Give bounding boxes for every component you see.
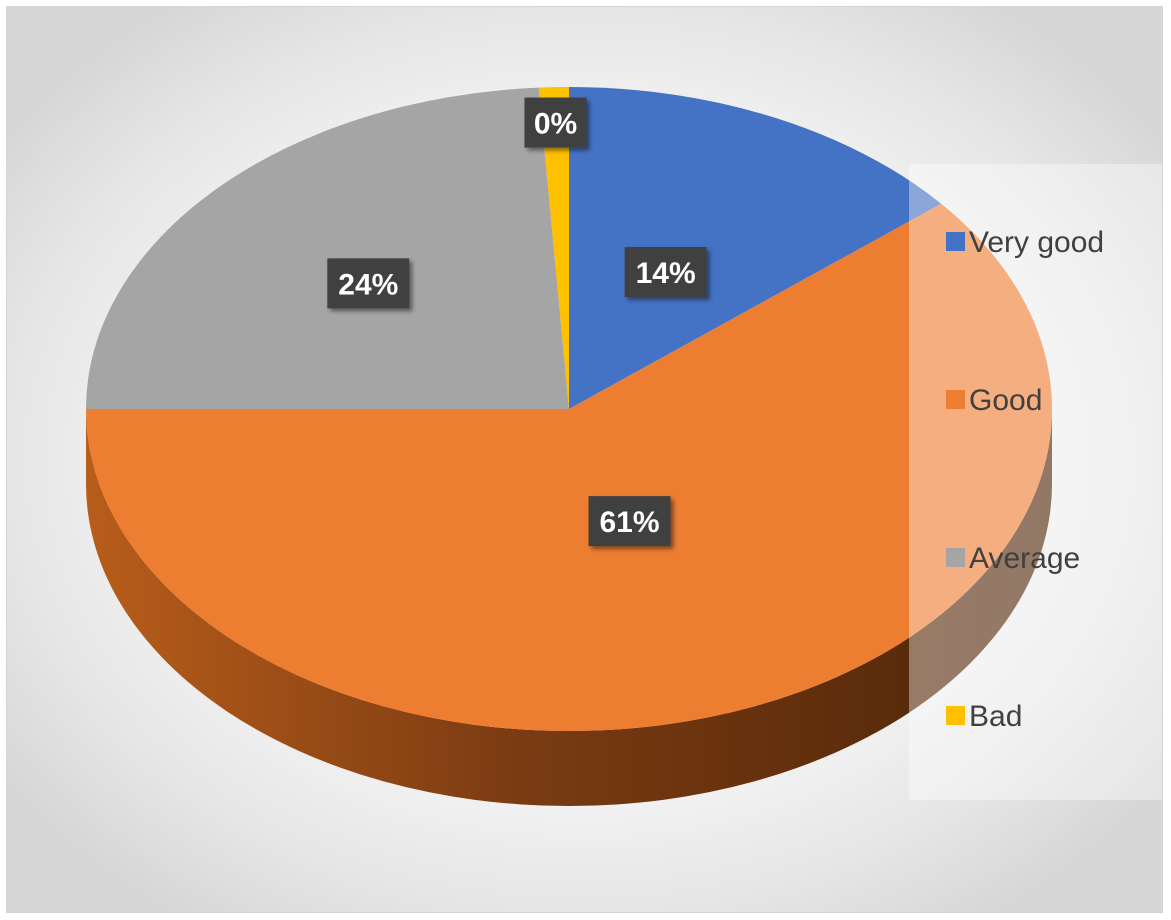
- legend-swatch: [946, 548, 965, 567]
- chart-area: Very good Good Average Bad 14% 61% 24% 0%: [6, 6, 1163, 913]
- legend-item-average: Average: [946, 542, 1080, 575]
- legend-swatch: [946, 706, 965, 725]
- data-label-box: [524, 97, 587, 148]
- data-label-good: 61%: [588, 496, 671, 547]
- data-label-very-good: 14%: [624, 247, 707, 298]
- legend-label: Average: [969, 542, 1080, 575]
- legend-label: Very good: [969, 226, 1104, 259]
- slice-side-good: [86, 409, 1052, 806]
- data-label-average: 24%: [327, 258, 410, 309]
- slice-very-good: [569, 87, 942, 409]
- legend-item-good: Good: [946, 384, 1042, 417]
- data-label-box: [588, 496, 671, 547]
- legend-item-very-good: Very good: [946, 226, 1104, 259]
- legend-swatch: [946, 390, 965, 409]
- data-label-box: [624, 247, 707, 298]
- legend-label: Bad: [969, 700, 1022, 733]
- legend-box: [909, 164, 1162, 800]
- data-label-text: 0%: [534, 108, 577, 141]
- data-label-text: 14%: [636, 257, 696, 290]
- data-label-box: [327, 258, 410, 309]
- slice-average: [86, 87, 569, 410]
- pie-top: [86, 87, 1052, 731]
- legend-item-bad: Bad: [946, 700, 1022, 733]
- legend-swatch: [946, 232, 965, 251]
- data-label-text: 24%: [338, 268, 398, 301]
- pie-side: [86, 409, 1052, 806]
- data-label-bad: 0%: [524, 97, 587, 148]
- pie-chart: Very good Good Average Bad 14% 61% 24% 0%: [86, 87, 1162, 806]
- legend: Very good Good Average Bad: [946, 226, 1104, 733]
- slice-bad: [538, 87, 569, 409]
- data-label-text: 61%: [600, 506, 660, 539]
- data-labels: 14% 61% 24% 0%: [327, 97, 707, 547]
- legend-label: Good: [969, 384, 1042, 417]
- slice-good: [86, 203, 1052, 731]
